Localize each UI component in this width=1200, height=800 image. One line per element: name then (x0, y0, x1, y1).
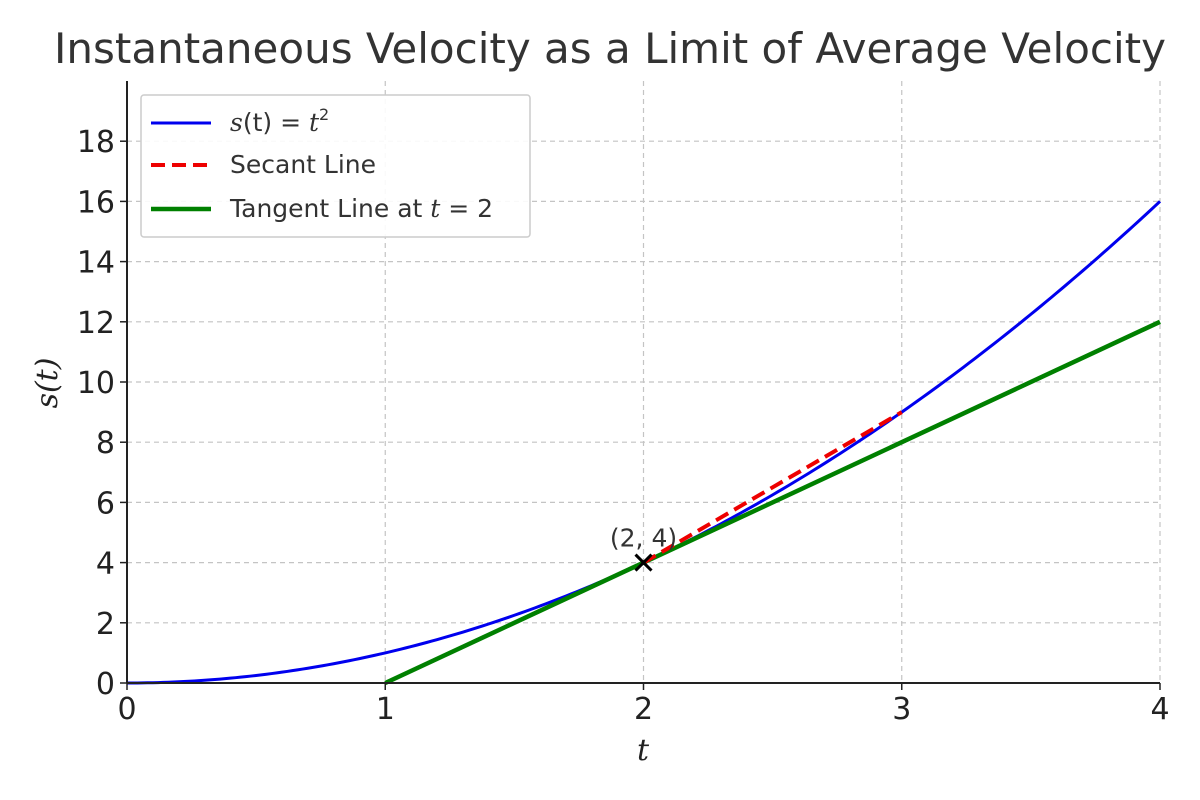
legend: s(t) = t2 Secant Line Tangent Line at t … (140, 94, 531, 238)
y-tick-label: 2 (96, 607, 115, 642)
y-tick-label: 18 (77, 125, 115, 160)
annotations: (2, 4) (610, 524, 677, 572)
grid (127, 81, 1161, 683)
legend-label-secant: Secant Line (230, 150, 376, 179)
point-marker-stroke (634, 553, 653, 572)
x-tick-label: 2 (634, 692, 653, 727)
y-tick-label: 10 (77, 366, 115, 401)
x-tick-label: 4 (1150, 692, 1169, 727)
y-tick-label: 14 (77, 246, 115, 281)
point-annotation-label: (2, 4) (610, 524, 677, 553)
series-secant-line (642, 410, 903, 565)
x-axis-label: t (637, 733, 650, 768)
y-tick-label: 4 (96, 547, 115, 582)
y-tick-label: 12 (77, 306, 115, 341)
legend-label-tangent: Tangent Line at t = 2 (229, 194, 493, 223)
y-tick-label: 8 (96, 426, 115, 461)
y-axis-label: s(t) (30, 358, 65, 409)
y-tick-label: 0 (96, 667, 115, 702)
chart-title: Instantaneous Velocity as a Limit of Ave… (54, 24, 1166, 73)
x-tick-label: 0 (117, 692, 136, 727)
x-tick-label: 3 (892, 692, 911, 727)
x-tick-label: 1 (376, 692, 395, 727)
y-tick-label: 6 (96, 486, 115, 521)
series-tangent-line (384, 319, 1161, 686)
legend-label-curve: s(t) = t2 (230, 105, 329, 137)
legend-box (140, 94, 531, 238)
y-tick-label: 16 (77, 185, 115, 220)
